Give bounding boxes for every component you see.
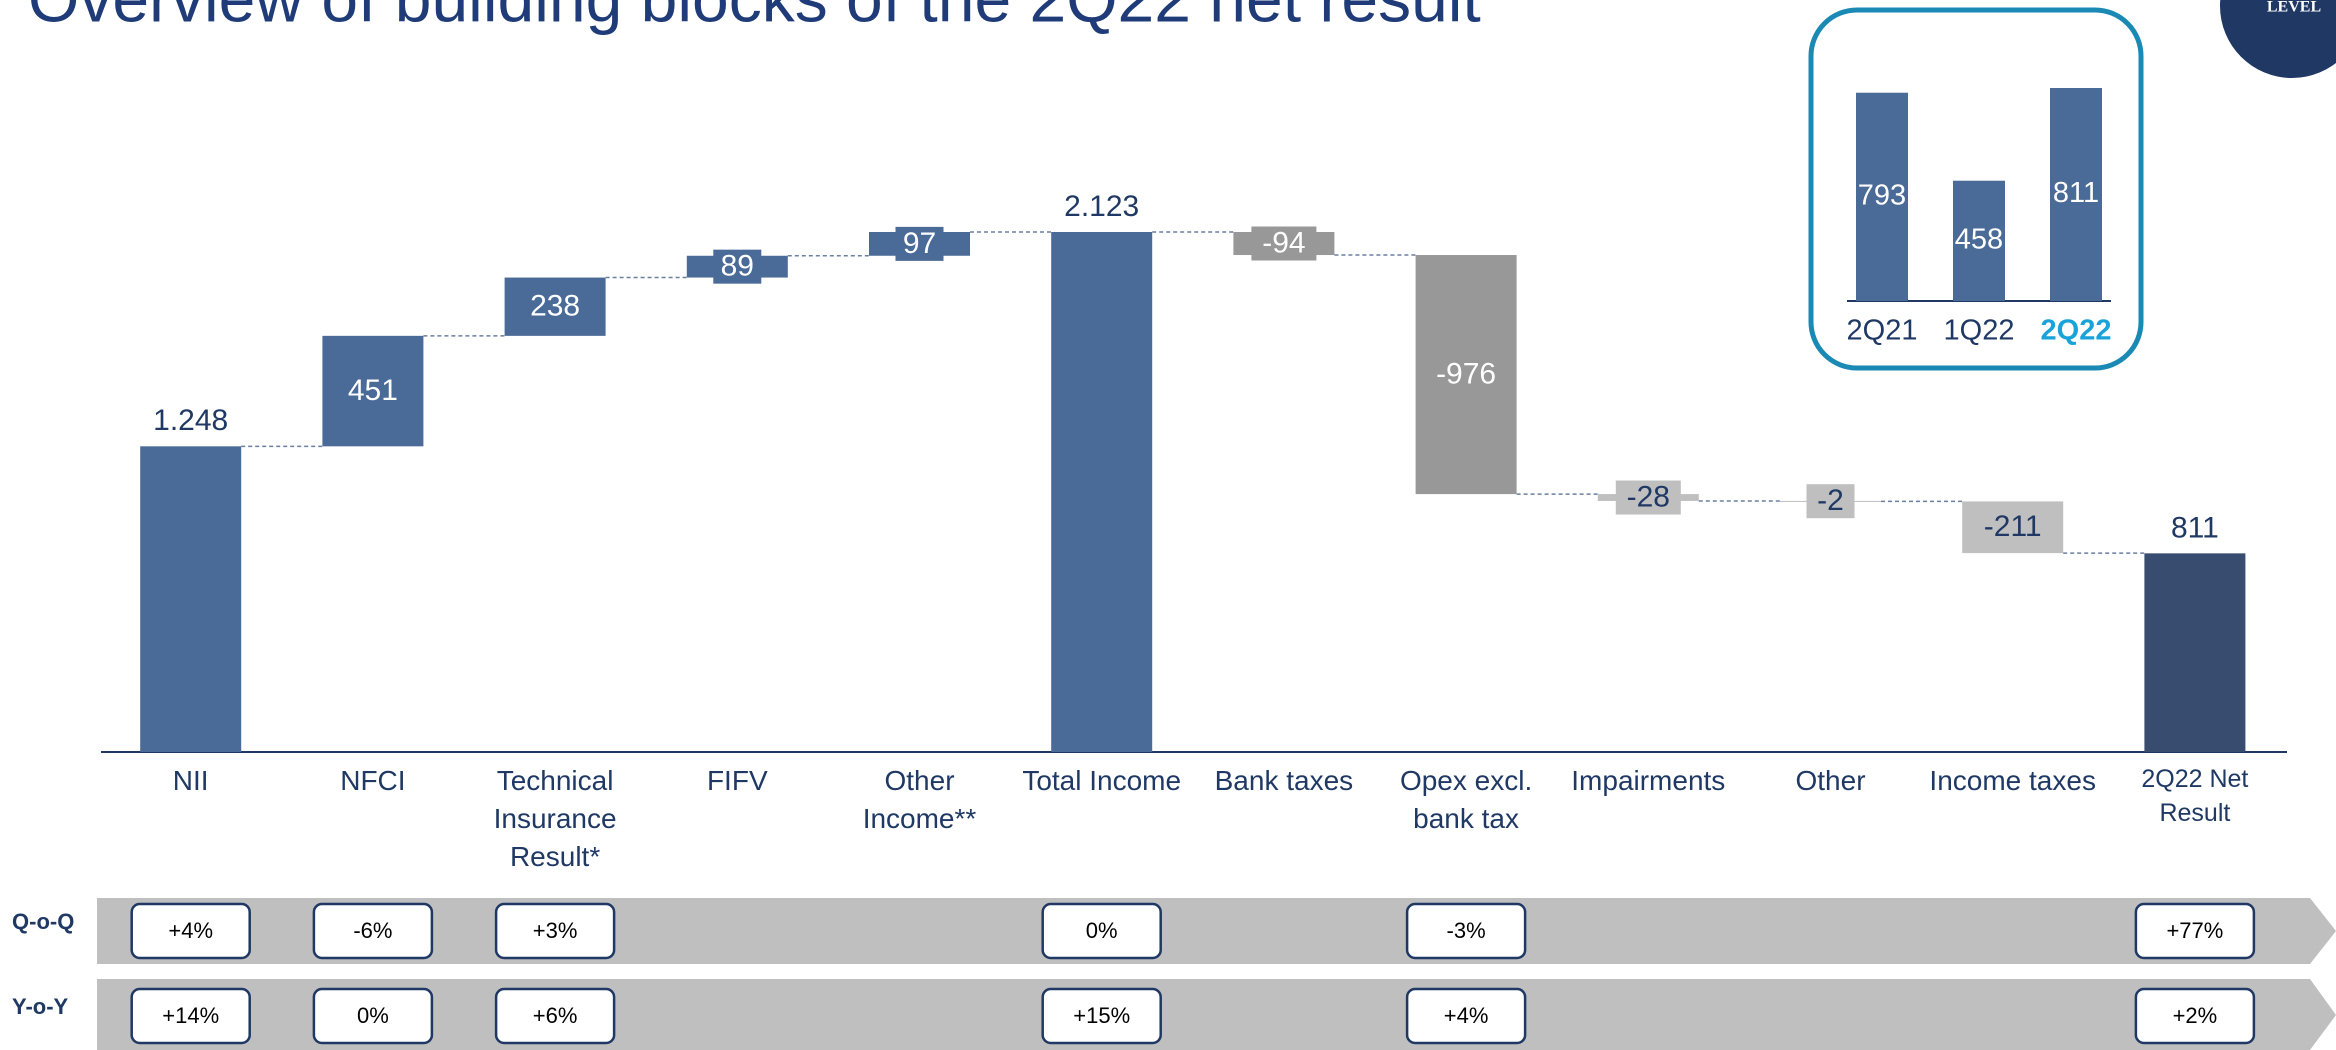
value-label: 238 bbox=[530, 290, 580, 323]
bar bbox=[1415, 255, 1517, 495]
value-label: 97 bbox=[903, 227, 936, 260]
value-label: 811 bbox=[2053, 177, 2099, 209]
change-box bbox=[130, 902, 251, 960]
value-label: -2 bbox=[1817, 484, 1844, 517]
change-box bbox=[2134, 987, 2256, 1045]
change-value: +4% bbox=[168, 918, 213, 943]
change-box bbox=[130, 987, 251, 1045]
row-label: Y-o-Y bbox=[12, 994, 69, 1019]
category-label: Other bbox=[1795, 765, 1866, 796]
change-value: +14% bbox=[162, 1003, 219, 1028]
bar bbox=[504, 277, 606, 336]
change-value: +6% bbox=[533, 1003, 578, 1028]
bar bbox=[1051, 232, 1153, 752]
change-value: -3% bbox=[1447, 918, 1486, 943]
category-label: Opex excl. bank tax bbox=[1399, 765, 1533, 834]
change-box bbox=[1405, 987, 1527, 1045]
change-box bbox=[312, 987, 434, 1045]
bar bbox=[1856, 92, 1908, 301]
bar bbox=[1953, 180, 2005, 301]
category-label: Income taxes bbox=[1929, 765, 2096, 796]
change-value: 0% bbox=[357, 1003, 389, 1028]
value-label: -976 bbox=[1436, 357, 1496, 390]
change-box bbox=[494, 987, 616, 1045]
value-label: 793 bbox=[1858, 180, 1906, 212]
comparison-band bbox=[97, 898, 2336, 964]
bar bbox=[2050, 88, 2102, 301]
x-tick-label: 2Q21 bbox=[1847, 315, 1918, 347]
change-value: +2% bbox=[2173, 1003, 2218, 1028]
change-value: +15% bbox=[1073, 1003, 1130, 1028]
slide-title: Overview of building blocks of the 2Q22 … bbox=[28, 0, 1481, 35]
category-label: FIFV bbox=[706, 765, 768, 796]
value-label: -94 bbox=[1262, 226, 1305, 259]
change-value: +4% bbox=[1444, 1003, 1489, 1028]
category-label: 2Q22 Net Result bbox=[2141, 765, 2249, 827]
category-label: NFCI bbox=[340, 765, 406, 796]
category-label: Bank taxes bbox=[1214, 765, 1354, 796]
value-label: 1.248 bbox=[153, 404, 228, 437]
value-label: -28 bbox=[1627, 480, 1670, 513]
x-tick-label: 1Q22 bbox=[1944, 315, 2015, 347]
row-label: Q-o-Q bbox=[12, 909, 74, 934]
value-label: 451 bbox=[348, 374, 398, 407]
change-box bbox=[312, 902, 434, 960]
value-label: 458 bbox=[1955, 224, 2003, 256]
label-box bbox=[1806, 484, 1855, 519]
logo bbox=[2220, 0, 2336, 78]
x-tick-label: 2Q22 bbox=[2041, 315, 2112, 347]
value-label: 811 bbox=[2171, 511, 2219, 544]
label-box bbox=[1615, 480, 1681, 515]
category-label: Total Income bbox=[1022, 765, 1182, 796]
value-label: -211 bbox=[1984, 510, 2042, 543]
bar bbox=[140, 446, 242, 752]
label-box bbox=[713, 249, 762, 284]
label-box bbox=[895, 226, 944, 261]
bar bbox=[322, 335, 424, 447]
change-box bbox=[1041, 987, 1162, 1045]
change-box bbox=[1405, 902, 1527, 960]
change-value: -6% bbox=[353, 918, 392, 943]
value-label: 2.123 bbox=[1064, 190, 1139, 223]
inset-frame bbox=[1808, 7, 2144, 371]
category-label: Impairments bbox=[1571, 765, 1726, 796]
change-box bbox=[2134, 902, 2256, 960]
bar bbox=[2144, 553, 2246, 752]
label-box bbox=[1251, 226, 1317, 261]
change-box bbox=[494, 902, 616, 960]
value-label: 89 bbox=[721, 250, 754, 283]
change-value: 0% bbox=[1086, 918, 1118, 943]
bar bbox=[1962, 501, 2064, 554]
comparison-band bbox=[97, 979, 2336, 1050]
category-label: NII bbox=[172, 765, 209, 796]
category-label: Technical Insurance Result* bbox=[493, 765, 617, 872]
change-box bbox=[1041, 902, 1162, 960]
logo-text: LEVEL bbox=[2267, 0, 2321, 16]
category-label: Other Income** bbox=[862, 765, 977, 834]
change-value: +77% bbox=[2166, 918, 2223, 943]
change-value: +3% bbox=[533, 918, 578, 943]
